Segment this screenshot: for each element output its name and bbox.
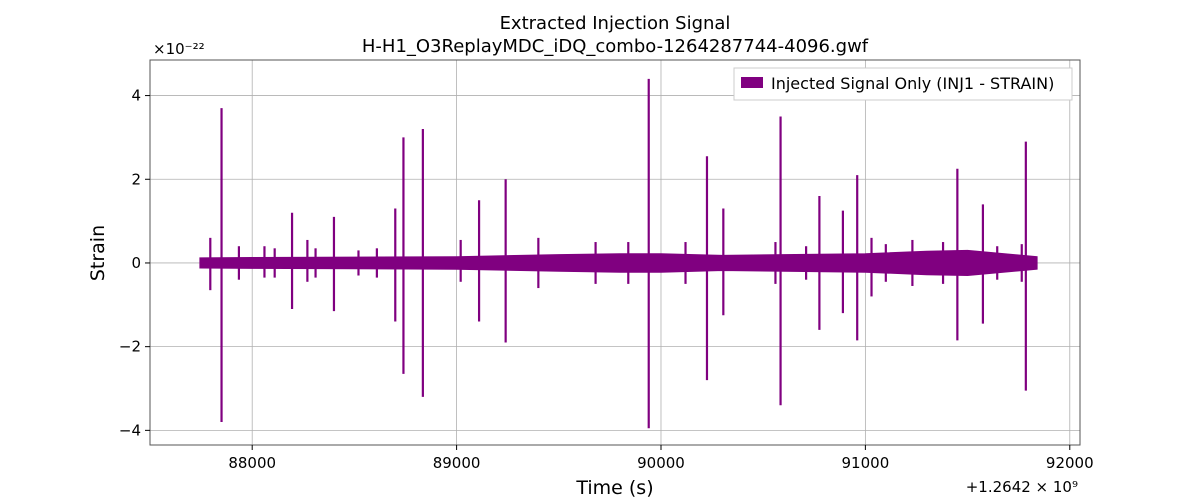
y-scale-label: ×10⁻²² <box>153 40 205 58</box>
spike-layer <box>209 78 1027 429</box>
y-tick-label: 2 <box>131 170 141 188</box>
legend-box <box>733 67 1073 101</box>
x-tick-layer: 88000 89000 90000 91000 92000 <box>228 445 1094 472</box>
legend-swatch <box>741 77 763 88</box>
x-tick-label: 89000 <box>433 454 481 472</box>
y-tick-label: −4 <box>119 421 141 439</box>
y-tick-label: 0 <box>131 254 141 272</box>
baseline-band <box>199 249 1038 277</box>
x-tick-label: 90000 <box>637 454 685 472</box>
baseline-band-layer <box>199 249 1038 277</box>
y-tick-layer: 4 2 0 −2 −4 <box>119 87 150 439</box>
legend-label: Injected Signal Only (INJ1 - STRAIN) <box>771 74 1054 93</box>
grid-layer <box>150 60 1080 445</box>
y-tick-label: 4 <box>131 87 141 105</box>
y-tick-label: −2 <box>119 338 141 356</box>
chart-title: Extracted Injection Signal <box>500 13 731 34</box>
y-axis-label: Strain <box>87 225 109 281</box>
x-offset-label: +1.2642 × 10⁹ <box>966 478 1078 496</box>
x-axis-label: Time (s) <box>575 477 653 499</box>
plot-frame <box>149 59 1081 446</box>
x-tick-label: 91000 <box>842 454 890 472</box>
chart-subtitle: H-H1_O3ReplayMDC_iDQ_combo-1264287744-40… <box>362 36 869 57</box>
x-tick-label: 92000 <box>1046 454 1094 472</box>
x-tick-label: 88000 <box>228 454 276 472</box>
legend: Injected Signal Only (INJ1 - STRAIN) <box>733 67 1073 101</box>
